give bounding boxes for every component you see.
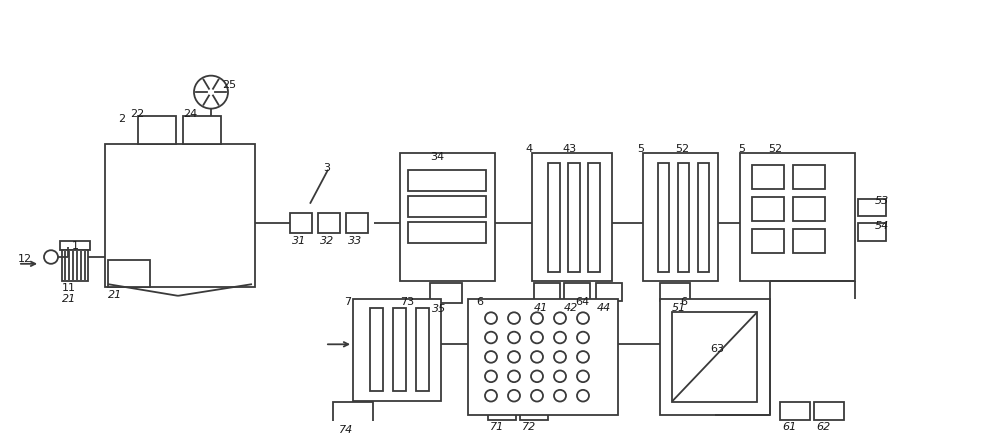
Text: 64: 64 <box>575 297 589 307</box>
Bar <box>346 214 368 233</box>
Text: 73: 73 <box>400 297 414 307</box>
Bar <box>138 116 176 144</box>
Bar <box>183 116 221 144</box>
Bar <box>568 163 580 272</box>
Bar <box>488 402 516 420</box>
Text: 22: 22 <box>130 108 144 118</box>
Text: 1: 1 <box>72 240 79 250</box>
Bar <box>408 222 486 243</box>
Bar <box>408 196 486 217</box>
Bar <box>752 229 784 253</box>
Text: 3: 3 <box>323 163 330 173</box>
Bar <box>468 299 618 415</box>
Bar <box>814 402 844 420</box>
Bar <box>752 197 784 221</box>
Bar <box>660 299 770 415</box>
Text: 4: 4 <box>525 144 532 154</box>
Text: 6: 6 <box>680 297 687 307</box>
Bar <box>290 214 312 233</box>
Bar <box>588 163 600 272</box>
Text: 61: 61 <box>782 422 796 432</box>
Text: 54: 54 <box>875 221 889 231</box>
Bar <box>333 402 373 424</box>
Bar <box>596 283 622 301</box>
Bar <box>408 170 486 191</box>
Text: 31: 31 <box>292 236 306 246</box>
Text: 21: 21 <box>62 294 76 304</box>
Bar <box>520 402 548 420</box>
Text: 52: 52 <box>675 144 689 154</box>
Text: 35: 35 <box>432 303 446 314</box>
Bar <box>400 153 495 281</box>
Bar <box>370 309 383 391</box>
Text: 25: 25 <box>222 79 236 89</box>
Text: 21: 21 <box>108 290 122 300</box>
Bar <box>416 309 429 391</box>
Text: 43: 43 <box>562 144 576 154</box>
Bar <box>532 153 612 281</box>
Text: 42: 42 <box>564 302 578 312</box>
Text: 5: 5 <box>738 144 745 154</box>
Bar <box>793 229 825 253</box>
Text: 5: 5 <box>637 144 644 154</box>
Text: 24: 24 <box>183 108 197 118</box>
Bar <box>858 223 886 240</box>
Text: 62: 62 <box>816 422 830 432</box>
Bar <box>60 240 90 250</box>
Text: 53: 53 <box>875 196 889 206</box>
Bar <box>564 283 590 301</box>
Text: 32: 32 <box>320 236 334 246</box>
Bar <box>660 283 690 301</box>
Text: 63: 63 <box>710 344 724 354</box>
Text: 44: 44 <box>597 302 611 312</box>
Text: 72: 72 <box>522 422 536 432</box>
Bar <box>780 402 810 420</box>
Text: 12: 12 <box>18 254 32 264</box>
Text: 6: 6 <box>476 297 483 307</box>
Text: 52: 52 <box>768 144 782 154</box>
Bar <box>793 165 825 189</box>
Bar <box>643 153 718 281</box>
Bar <box>393 309 406 391</box>
Bar <box>793 197 825 221</box>
Text: 7: 7 <box>344 297 351 307</box>
Bar <box>353 299 441 401</box>
Text: 74: 74 <box>339 425 353 434</box>
Bar <box>752 165 784 189</box>
Bar <box>678 163 689 272</box>
Text: 51: 51 <box>672 302 686 312</box>
Text: 41: 41 <box>534 302 548 312</box>
Text: 71: 71 <box>490 422 504 432</box>
Bar <box>698 163 709 272</box>
Bar <box>534 283 560 301</box>
Bar <box>318 214 340 233</box>
Bar <box>430 283 462 302</box>
Bar <box>740 153 855 281</box>
Bar <box>62 250 88 281</box>
Bar <box>858 199 886 216</box>
Text: 11: 11 <box>62 283 76 293</box>
Text: 2: 2 <box>118 115 125 125</box>
Text: 33: 33 <box>348 236 362 246</box>
Bar <box>105 144 255 287</box>
Bar <box>672 312 757 401</box>
Bar <box>658 163 669 272</box>
Bar <box>108 260 150 287</box>
Text: 34: 34 <box>430 152 444 162</box>
Bar <box>548 163 560 272</box>
